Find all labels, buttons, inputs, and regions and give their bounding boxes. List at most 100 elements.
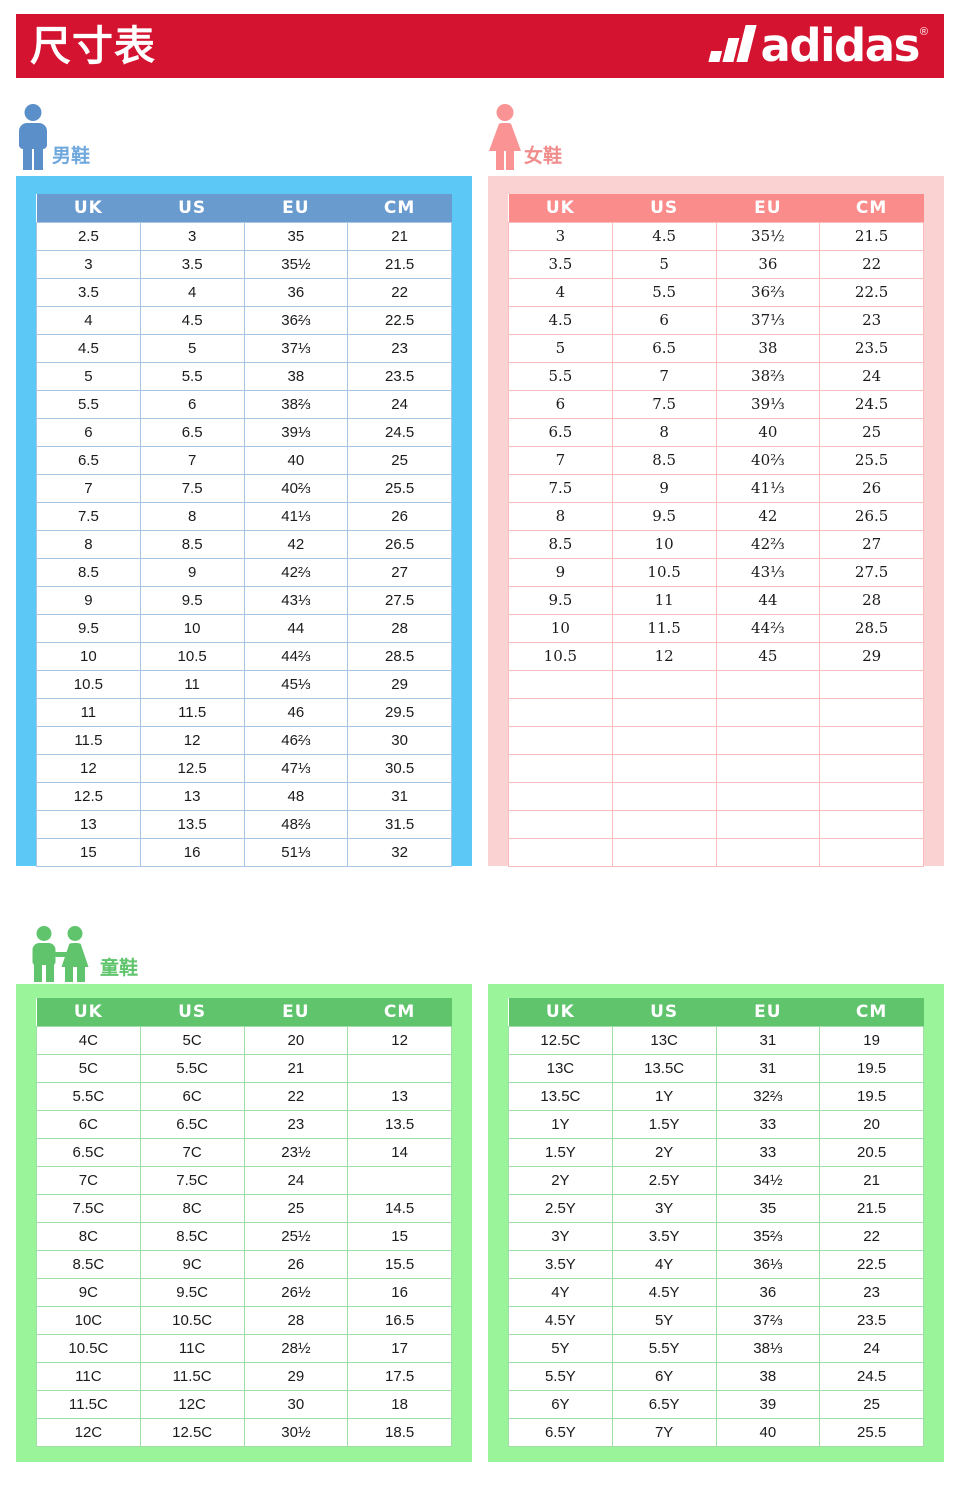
cell-eu: 44 [715,585,821,615]
cell-us: 3 [139,221,245,251]
cell-eu: 31 [715,1053,821,1083]
kids-left-table-body: 4C 5C 20 12 5C 5.5C 21 5.5C 6C 22 13 6C 6.5C 23 13.5 6.… [36,1025,452,1447]
cell-us: 4 [139,277,245,307]
cell-uk: 6.5C [36,1137,141,1167]
cell-cm: 20 [819,1109,924,1139]
cell-cm: 28.5 [819,613,924,643]
column-header-eu: EU [716,194,820,222]
cell-uk: 10.5 [36,669,141,699]
column-header-cm: CM [819,194,924,222]
cell-cm: 15 [347,1221,452,1251]
cell-eu: 26 [243,1249,349,1279]
cell-cm [819,697,924,727]
cell-uk: 4 [36,305,141,335]
cell-cm: 25 [347,445,452,475]
cell-us: 6.5 [611,333,717,363]
table-row: 5 6.5 38 23.5 [508,333,924,363]
cell-us: 10.5C [139,1305,245,1335]
cell-cm: 24 [347,389,452,419]
table-row: 9.5 11 44 28 [508,585,924,615]
column-header-cm: CM [347,998,452,1026]
table-row: 11.5 12 46⅔ 30 [36,725,452,755]
cell-eu: 24 [243,1165,349,1195]
cell-cm: 21.5 [819,221,924,251]
cell-cm: 21 [819,1165,924,1195]
cell-cm: 28.5 [347,641,452,671]
cell-cm: 27.5 [819,557,924,587]
cell-uk: 3Y [508,1221,613,1251]
cell-uk: 4C [36,1025,141,1055]
table-header-row: UK US EU CM [36,194,452,222]
table-row: 5.5 6 38⅔ 24 [36,389,452,419]
cell-eu: 26½ [243,1277,349,1307]
cell-cm: 28 [347,613,452,643]
table-row: 9C 9.5C 26½ 16 [36,1277,452,1307]
cell-eu [715,809,821,839]
men-table-body: 2.5 3 35 21 3 3.5 35½ 21.5 3.5 4 36 22 4 4.5 36⅔ 22.5 4.… [36,221,452,867]
table-row: 7 7.5 40⅔ 25.5 [36,473,452,503]
cell-eu: 33 [715,1109,821,1139]
cell-uk: 6 [508,389,613,419]
cell-eu: 41⅓ [243,501,349,531]
cell-us: 12 [139,725,245,755]
table-row: 1.5Y 2Y 33 20.5 [508,1137,924,1167]
column-header-cm: CM [819,998,924,1026]
cell-cm: 22.5 [819,277,924,307]
cell-us: 11.5 [139,697,245,727]
cell-us: 6 [139,389,245,419]
cell-us: 7.5C [139,1165,245,1195]
cell-eu: 47⅓ [243,753,349,783]
table-row: 7C 7.5C 24 [36,1165,452,1195]
cell-uk: 5.5Y [508,1361,613,1391]
cell-us: 16 [139,837,245,867]
cell-uk: 15 [36,837,141,867]
table-row: 10.5 11 45⅓ 29 [36,669,452,699]
women-table-body: 3 4.5 35½ 21.5 3.5 5 36 22 4 5.5 36⅔ 22.5 4.5 6 37⅓ 23 5… [508,221,924,867]
cell-uk: 7 [508,445,613,475]
cell-eu: 33 [715,1137,821,1167]
cell-us: 4.5 [139,305,245,335]
cell-uk: 3.5 [508,249,613,279]
male-person-icon [16,104,50,170]
table-row: 6.5 8 40 25 [508,417,924,447]
cell-us [611,669,717,699]
cell-us: 9 [611,473,717,503]
cell-eu: 25½ [243,1221,349,1251]
section-heading-men: 男鞋 [16,98,90,170]
table-row: 4 5.5 36⅔ 22.5 [508,277,924,307]
cell-uk: 7.5C [36,1193,141,1223]
cell-us: 12.5 [139,753,245,783]
table-row: 6 6.5 39⅓ 24.5 [36,417,452,447]
cell-uk: 7.5 [508,473,613,503]
table-row: 5.5C 6C 22 13 [36,1081,452,1111]
cell-uk: 6C [36,1109,141,1139]
table-row: 15 16 51⅓ 32 [36,837,452,867]
cell-eu: 44 [243,613,349,643]
table-header-row: UK US EU CM [508,194,924,222]
table-row: 4.5 5 37⅓ 23 [36,333,452,363]
cell-eu [715,837,821,867]
cell-uk: 6.5 [508,417,613,447]
table-row: 8 8.5 42 26.5 [36,529,452,559]
table-row: 7.5C 8C 25 14.5 [36,1193,452,1223]
table-row [508,669,924,699]
column-header-us: US [612,998,716,1026]
cell-uk: 1Y [508,1109,613,1139]
cell-eu [715,697,821,727]
cell-cm: 21.5 [819,1193,924,1223]
cell-eu: 42⅔ [715,529,821,559]
cell-uk: 7.5 [36,501,141,531]
cell-uk: 5.5 [36,389,141,419]
cell-uk: 12 [36,753,141,783]
table-row: 2.5 3 35 21 [36,221,452,251]
cell-us: 11.5 [611,613,717,643]
cell-uk: 3 [508,221,613,251]
cell-uk: 8.5C [36,1249,141,1279]
table-row: 11.5C 12C 30 18 [36,1389,452,1419]
table-row: 11C 11.5C 29 17.5 [36,1361,452,1391]
table-row: 8C 8.5C 25½ 15 [36,1221,452,1251]
cell-cm: 22 [819,1221,924,1251]
table-row: 10C 10.5C 28 16.5 [36,1305,452,1335]
table-row: 1Y 1.5Y 33 20 [508,1109,924,1139]
cell-uk: 8.5 [36,557,141,587]
